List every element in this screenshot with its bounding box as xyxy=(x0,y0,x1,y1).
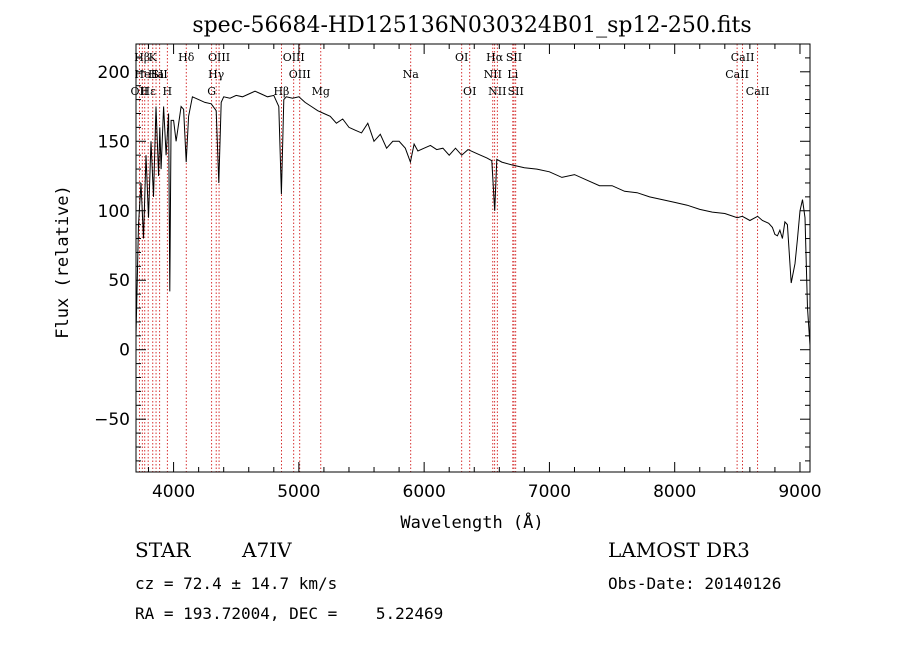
plot-frame xyxy=(135,43,811,473)
line-marker-label-25: CaII xyxy=(731,51,755,64)
y-tick-label: 100 xyxy=(98,202,130,222)
line-marker-label-16: Na xyxy=(403,68,420,81)
chart-title: spec-56684-HD125136N030324B01_sp12-250.f… xyxy=(192,13,751,38)
y-tick-label: 150 xyxy=(98,132,130,152)
line-marker-label-10: Hγ xyxy=(208,68,225,81)
line-marker-label-12: OIII xyxy=(283,51,305,64)
x-axis-title: Wavelength (Å) xyxy=(400,511,543,533)
line-marker-label-23: Li xyxy=(507,68,518,81)
y-axis-ticks: −50 0 50 100 150 200 xyxy=(94,43,810,462)
y-tick-label: 0 xyxy=(119,341,130,361)
line-marker-label-17: OI xyxy=(455,51,468,64)
line-marker-label-5: Ha xyxy=(148,68,165,81)
line-marker-label-21: NII xyxy=(488,85,506,98)
line-marker-label-26: CaII xyxy=(725,68,749,81)
x-tick-label: 6000 xyxy=(403,482,446,502)
line-marker-label-9: OIII xyxy=(208,51,230,64)
line-marker-label-4: K xyxy=(149,51,158,64)
line-marker-label-24: SII xyxy=(508,85,524,98)
line-marker-label-14: Hβ xyxy=(273,85,289,98)
line-marker-label-13: OIII xyxy=(289,68,311,81)
y-tick-label: −50 xyxy=(94,410,130,430)
object-class: STAR xyxy=(135,538,191,562)
line-marker-label-22: SII xyxy=(506,51,522,64)
line-marker-label-0: Hβ xyxy=(134,51,150,64)
x-axis-ticks: 4000 5000 6000 7000 8000 9000 xyxy=(148,44,822,502)
x-tick-label: 9000 xyxy=(778,482,821,502)
object-subclass: A7IV xyxy=(242,538,292,562)
line-marker-label-8: Hδ xyxy=(178,51,195,64)
line-marker-label-1: OII xyxy=(131,85,149,98)
flux-series-line xyxy=(135,90,811,346)
line-marker-label-15: Mg xyxy=(312,85,330,98)
x-tick-label: 8000 xyxy=(653,482,696,502)
line-marker-label-11: G xyxy=(207,85,216,98)
y-axis-title: Flux (relative) xyxy=(53,185,73,339)
observation-date: Obs-Date: 20140126 xyxy=(608,574,782,593)
line-marker-label-7: H xyxy=(163,85,173,98)
survey-name: LAMOST DR3 xyxy=(608,538,750,562)
line-marker-label-3: Hε xyxy=(141,85,157,98)
sky-coordinates: RA = 193.72004, DEC = 5.22469 xyxy=(135,604,444,623)
y-tick-label: 50 xyxy=(108,271,130,291)
line-marker-label-19: Hα xyxy=(486,51,504,64)
line-marker-label-20: NII xyxy=(484,68,502,81)
line-markers xyxy=(138,44,759,472)
line-marker-label-2: HeI xyxy=(135,68,155,81)
line-marker-label-27: CaII xyxy=(746,85,770,98)
line-marker-label-18: OI xyxy=(463,85,476,98)
x-tick-label: 5000 xyxy=(277,482,320,502)
redshift-velocity: cz = 72.4 ± 14.7 km/s xyxy=(135,574,338,593)
line-marker-label-6: SII xyxy=(152,68,168,81)
y-tick-label: 200 xyxy=(98,63,130,83)
x-tick-label: 4000 xyxy=(152,482,195,502)
x-tick-label: 7000 xyxy=(528,482,571,502)
